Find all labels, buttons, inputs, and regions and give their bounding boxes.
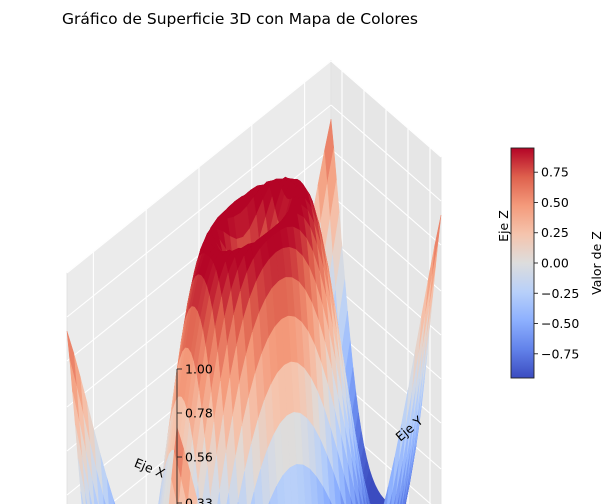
surface-patch [253,469,263,504]
surface-patch [268,500,271,504]
z-tick-label: 0.33 [185,496,213,504]
surface-patch [361,490,366,504]
surface-patch [209,499,211,504]
colorbar-tick-label: 0.00 [541,256,569,271]
surface-patch [322,486,330,504]
z-gridline-left [66,104,332,318]
surface-patch [226,493,230,504]
colorbar-tick-label: −0.50 [541,316,579,331]
surface-patch [106,476,114,504]
surface-patch [88,488,93,504]
surface-patch [168,478,178,504]
colorbar-tick-label: 0.75 [541,165,569,180]
surface-patch [269,485,278,504]
surface-patch [315,475,325,504]
colorbar-gradient [510,147,535,379]
chart-title: Gráfico de Superficie 3D con Mapa de Col… [62,10,418,28]
surface-patch [329,499,332,504]
colorbar-tick-label: −0.75 [541,346,579,361]
colorbar-label: Valor de Z [589,231,604,295]
surface-patch [276,474,285,504]
z-gridline-left [66,60,332,274]
colorbar-tick-label: 0.25 [541,225,569,240]
z-gridline-back [330,148,442,246]
z-tick-label: 0.78 [185,406,213,421]
z-tick-label: 1.00 [185,362,213,377]
surface-plot [66,119,442,504]
surface-patch [383,486,389,504]
z-tick-label: 0.56 [185,450,213,465]
surface-patch [80,491,84,504]
surface-patch [237,471,247,504]
surface-patch [84,491,88,504]
surface-patch [217,492,221,504]
surface-patch [353,489,359,504]
colorbar: 0.75 0.50 0.25 0.00 −0.25 −0.50 −0.75 [510,147,579,379]
surface-patch [250,491,255,504]
axes-ticks: −4−2024−4−20241.000.780.560.330.11-0.11-… [177,362,213,504]
axes-lines [176,369,178,504]
z-gridline-back [330,194,442,292]
surface-patch [77,458,86,504]
z-axis-label: Eje Z [496,210,511,242]
colorbar-tick-label: −0.25 [541,286,579,301]
surface-patch [357,487,363,504]
z-gridline-back [330,60,442,158]
surface-patch [282,467,292,504]
z-gridline-back [330,104,442,202]
colorbar-tick-label: 0.50 [541,195,569,210]
